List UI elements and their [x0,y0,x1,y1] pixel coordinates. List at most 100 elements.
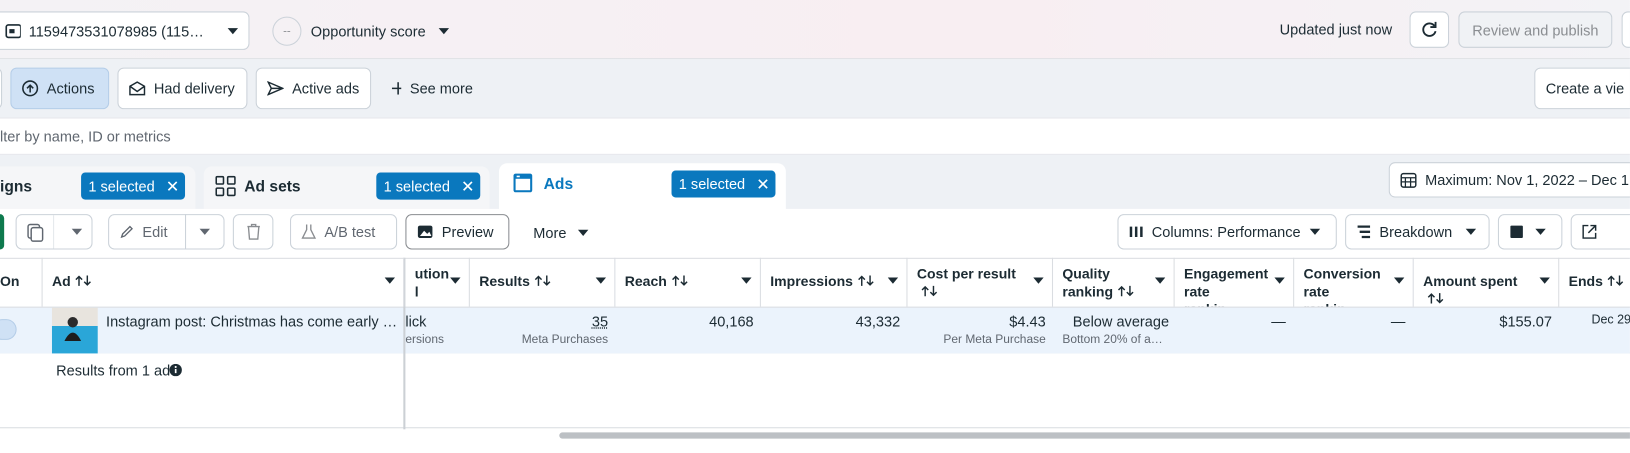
envelope-icon [129,81,146,96]
sort-icon [921,285,938,297]
refresh-icon [1422,21,1437,37]
selected-pill[interactable]: 1 selected [671,170,776,198]
sort-icon [671,275,688,286]
review-publish-button[interactable]: Review and publish [1458,11,1613,48]
info-icon [169,363,182,377]
opportunity-badge: -- [272,16,302,46]
plus-icon [391,82,402,95]
sort-icon [857,275,874,286]
column-header[interactable]: Quality ranking [1053,257,1175,307]
pencil-icon [120,225,133,239]
create-view-button[interactable]: Create a vie [1534,67,1630,110]
column-menu[interactable] [595,277,607,285]
selected-label: 1 selected [678,175,746,193]
column-title: Cost per result [916,266,1016,282]
caret [227,27,239,34]
edit-label: Edit [142,223,168,241]
results-value: 35 [591,312,609,330]
column-header[interactable]: Cost per result [907,257,1054,307]
ab-test-button[interactable]: A/B test [290,214,398,250]
ad-thumbnail [51,307,98,354]
column-menu[interactable] [1539,277,1550,285]
caret [1465,228,1477,235]
table-bottom [0,427,1630,429]
calendar-icon [1400,172,1417,188]
engagement-ranking: — [1271,312,1286,330]
column-menu[interactable] [1274,277,1285,285]
preview-label: Preview [441,223,494,241]
selected-label: 1 selected [383,177,450,195]
column-menu[interactable] [450,277,461,285]
frozen-divider [403,257,406,430]
column-menu[interactable] [384,277,396,285]
column-title: Impressions [770,273,853,289]
date-range: Maximum: Nov 1, 2022 – Dec 1, 2 [1425,171,1630,189]
filter-label: Active ads [292,80,360,97]
opportunity-score[interactable]: Opportunity score [310,22,426,40]
sort-icon [1117,285,1134,297]
column-header[interactable]: Impressions [761,257,908,307]
refresh-button[interactable] [1409,11,1450,48]
column-title: Ad [51,273,71,289]
column-menu[interactable] [741,277,752,285]
more-button[interactable] [1621,11,1630,48]
caret [438,28,450,35]
toggle[interactable] [0,319,17,340]
more-menu[interactable]: More [533,224,567,242]
edit-button[interactable]: Edit [108,214,225,250]
column-header[interactable]: Reach [615,257,761,307]
column-header[interactable]: Amount spent [1414,257,1560,307]
column-header[interactable]: Results [470,257,616,307]
filter-see-more[interactable]: See more [380,68,484,110]
account-icon [5,23,21,38]
columns-button[interactable]: Columns: Performance [1117,214,1337,250]
duplicate-button[interactable] [15,214,93,250]
end-date: Dec 29 [1591,311,1630,327]
quality-ranking: Below average [1072,312,1170,330]
columns-icon [1129,226,1143,238]
date-range-button[interactable]: Maximum: Nov 1, 2022 – Dec 1, 2 [1388,162,1630,198]
reports-button[interactable] [1497,214,1563,250]
filter-active-ads[interactable]: Active ads [255,67,372,110]
filter-had-delivery[interactable]: Had delivery [117,67,248,110]
attribution-sub: ersions [405,333,444,347]
conversion-ranking: — [1390,312,1406,330]
top-bar [0,0,1630,60]
column-header[interactable]: Ends [1559,258,1630,307]
column-header: Engagement rate rankin… [1175,257,1295,307]
column-menu[interactable] [1033,277,1044,285]
amount-spent: $155.07 [1499,312,1552,330]
create-button-edge[interactable] [0,214,5,250]
sort-icon [1607,275,1624,286]
column-title: Quality ranking [1062,266,1114,300]
column-menu[interactable] [887,277,899,285]
attribution-setting: lick [405,312,427,330]
column-header[interactable]: Ad [43,257,405,307]
breakdown-button[interactable]: Breakdown [1345,214,1490,250]
scrollbar[interactable] [559,432,1630,439]
close-icon [758,179,768,189]
export-button[interactable] [1570,214,1630,250]
column-menu[interactable] [1393,277,1405,285]
preview-button[interactable]: Preview [405,214,510,250]
selected-pill[interactable]: 1 selected [376,172,481,200]
column-menu[interactable] [1154,277,1166,285]
search-bar[interactable] [0,117,1630,155]
filter-edge [0,67,3,110]
breakdown-label: Breakdown [1379,223,1453,241]
table-row[interactable] [0,306,1630,354]
send-icon [267,81,284,96]
selected-pill[interactable]: 1 selected [81,172,185,200]
filter-actions[interactable]: Actions [10,67,110,110]
delete-button[interactable] [232,214,274,250]
caret [1309,228,1321,235]
sort-icon [1427,293,1444,304]
adsets-icon [215,175,236,197]
close-icon [167,181,178,191]
column-title: Results [479,273,530,289]
reports-icon [1510,225,1523,239]
filter-label: See more [409,80,473,97]
breakdown-icon [1357,225,1371,239]
account-selector[interactable]: 1159473531078985 (115… [0,11,250,50]
